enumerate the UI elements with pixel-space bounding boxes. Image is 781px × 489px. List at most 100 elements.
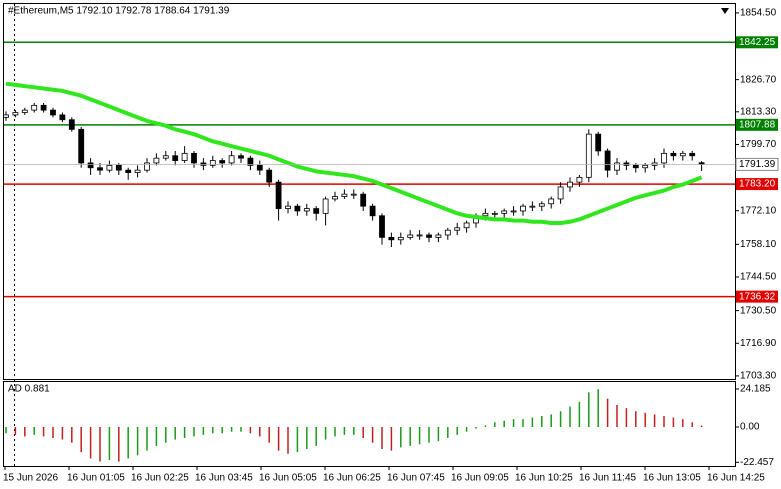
- x-tick-label: 16 Jun 09:05: [451, 473, 509, 484]
- candle-body: [134, 169, 141, 173]
- candle-body: [228, 155, 235, 164]
- candle-body: [125, 169, 132, 173]
- candle-body: [21, 109, 28, 113]
- x-tick-label: 16 Jun 01:05: [67, 473, 125, 484]
- level-label: 1783.20: [739, 179, 776, 190]
- y-tick-label: 1716.90: [740, 338, 777, 349]
- level-label: 1807.88: [739, 119, 776, 130]
- candle-body: [59, 114, 66, 121]
- level-label: 1842.25: [739, 37, 776, 48]
- candle-body: [275, 181, 282, 209]
- candle-body: [219, 160, 226, 164]
- candle-body: [40, 104, 47, 111]
- x-tick-label: 16 Jun 05:05: [259, 473, 317, 484]
- candle-body: [576, 176, 583, 183]
- last-price-label: 1791.39: [739, 159, 776, 170]
- scroll-marker: [721, 8, 729, 14]
- candle-body: [238, 155, 244, 159]
- candle-body: [388, 236, 395, 241]
- candle-body: [294, 205, 301, 212]
- level-tag: [736, 290, 778, 303]
- x-tick-label: 16 Jun 06:25: [323, 473, 381, 484]
- y-tick-label: 1826.70: [740, 74, 777, 85]
- candle-body: [144, 162, 150, 171]
- candle-body: [661, 152, 667, 164]
- y-tick-label: -22.457: [740, 457, 774, 468]
- candle-body: [247, 157, 254, 166]
- candle-body: [313, 208, 320, 214]
- candle-body: [538, 203, 545, 207]
- candle-body: [12, 112, 19, 116]
- y-tick-label: 24.185: [740, 384, 771, 395]
- candle-body: [679, 152, 686, 157]
- candle-body: [209, 160, 216, 166]
- candle-body: [162, 155, 169, 159]
- y-tick-label: 1854.50: [740, 8, 777, 19]
- indicator-title: AD 0.881: [8, 384, 50, 395]
- price-panel-frame: [3, 3, 736, 380]
- candle-body: [97, 167, 103, 171]
- candle-body: [266, 169, 273, 183]
- candle-body: [520, 205, 526, 212]
- x-tick-label: 15 Jun 2026: [3, 473, 58, 484]
- candle-body: [191, 152, 197, 164]
- x-tick-label: 16 Jun 13:05: [643, 473, 701, 484]
- candle-body: [548, 198, 555, 205]
- candle-body: [397, 236, 404, 241]
- x-tick-label: 16 Jun 02:25: [131, 473, 189, 484]
- candle-body: [689, 152, 696, 157]
- x-tick-label: 16 Jun 11:45: [579, 473, 637, 484]
- candle-body: [31, 104, 38, 111]
- y-tick-label: 1772.10: [740, 205, 777, 216]
- candle-body: [322, 198, 329, 214]
- candle-body: [341, 193, 348, 197]
- level-tag: [736, 178, 778, 191]
- chart-title: #Ethereum,M5 1792.10 1792.78 1788.64 179…: [8, 6, 230, 17]
- candle-body: [3, 114, 9, 118]
- candle-body: [567, 181, 573, 188]
- level-tag: [736, 118, 778, 131]
- candle-body: [501, 210, 508, 214]
- last-price-tag: [735, 157, 779, 171]
- candle-body: [87, 162, 94, 169]
- candle-body: [435, 234, 442, 238]
- candle-body: [557, 186, 564, 200]
- x-tick-label: 16 Jun 07:45: [387, 473, 445, 484]
- y-tick-label: 1758.10: [740, 239, 777, 250]
- y-tick-label: 1799.70: [740, 139, 777, 150]
- candle-body: [454, 227, 461, 231]
- candle-body: [50, 109, 56, 116]
- candle-body: [426, 234, 432, 238]
- candle-body: [78, 128, 85, 164]
- candle-body: [614, 162, 620, 171]
- y-tick-label: 1703.30: [740, 371, 777, 382]
- candle-body: [604, 150, 611, 171]
- candle-body: [482, 212, 489, 217]
- candle-body: [106, 164, 113, 171]
- candle-body: [332, 196, 338, 200]
- y-tick-label: 1744.50: [740, 272, 777, 283]
- level-tag: [736, 36, 778, 49]
- candle-body: [510, 210, 517, 213]
- candle-body: [416, 234, 423, 237]
- y-tick-label: 1730.50: [740, 305, 777, 316]
- candle-body: [632, 164, 639, 169]
- candle-body: [181, 152, 188, 161]
- x-tick-label: 16 Jun 14:25: [707, 473, 765, 484]
- candle-body: [303, 208, 310, 212]
- candle-body: [256, 164, 263, 171]
- level-label: 1736.32: [739, 291, 776, 302]
- candle-body: [463, 222, 470, 229]
- candle-body: [115, 164, 122, 171]
- x-tick-label: 16 Jun 03:45: [195, 473, 253, 484]
- candle-body: [172, 155, 179, 161]
- candle-body: [491, 212, 498, 215]
- candle-body: [360, 193, 367, 207]
- candle-body: [585, 133, 592, 178]
- x-tick-label: 16 Jun 10:25: [515, 473, 573, 484]
- candle-body: [670, 152, 677, 157]
- candle-body: [642, 164, 649, 169]
- candle-body: [444, 229, 451, 236]
- candle-body: [285, 205, 291, 209]
